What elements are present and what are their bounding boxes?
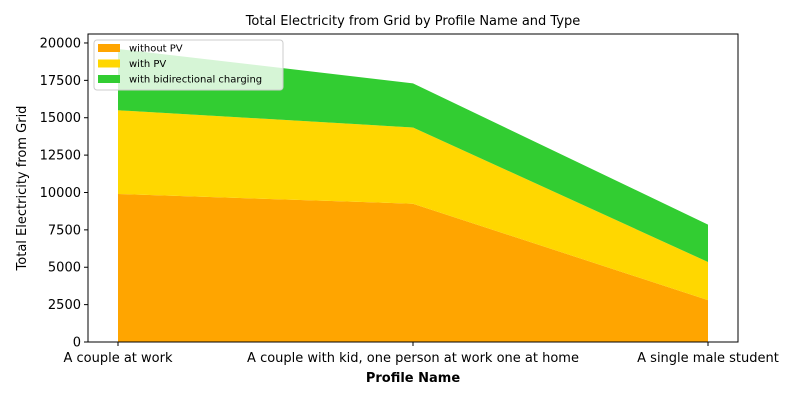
y-tick-label: 7500	[48, 223, 81, 238]
y-axis-label: Total Electricity from Grid	[15, 106, 30, 272]
x-axis-label: Profile Name	[366, 371, 461, 386]
area-series-with-bidirectional-charging	[118, 48, 708, 263]
legend-label-with-pv: with PV	[129, 59, 166, 70]
legend-swatch-without-pv	[98, 44, 120, 52]
legend-label-without-pv: without PV	[129, 44, 183, 55]
y-axis-ticks: 0 2500 5000 7500 10000 12500 15000 17500 20000	[40, 36, 88, 351]
chart-title: Total Electricity from Grid by Profile N…	[245, 14, 581, 29]
y-tick-label: 2500	[48, 298, 81, 313]
y-tick-label: 20000	[40, 36, 81, 51]
y-tick-label: 5000	[48, 261, 81, 276]
y-tick-label: 17500	[40, 74, 81, 89]
legend-box	[93, 39, 284, 91]
x-axis-ticks: A couple at work A couple with kid, one p…	[63, 342, 779, 366]
y-tick-label: 12500	[40, 149, 81, 164]
area-series-group	[118, 48, 708, 342]
x-tick-label: A couple with kid, one person at work on…	[247, 351, 579, 366]
area-series-without-pv	[118, 193, 708, 342]
y-tick-label: 15000	[40, 111, 81, 126]
legend-swatch-with-bidirectional-charging	[98, 75, 120, 83]
area-series-with-pv	[118, 110, 708, 301]
x-tick-label: A couple at work	[63, 351, 172, 366]
y-tick-label: 0	[73, 336, 81, 351]
legend-label-with-bidirectional-charging: with bidirectional charging	[129, 75, 262, 86]
legend: without PV with PV with bidirectional char…	[93, 39, 284, 91]
y-tick-label: 10000	[40, 186, 81, 201]
x-tick-label: A single male student	[637, 351, 779, 366]
legend-swatch-with-pv	[98, 59, 120, 68]
